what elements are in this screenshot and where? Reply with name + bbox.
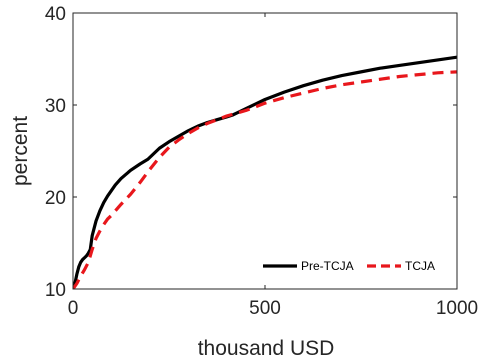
legend-label: Pre-TCJA [301, 259, 354, 273]
x-tick-label: 1000 [436, 298, 478, 319]
plot-area [72, 12, 458, 290]
y-tick-label: 30 [45, 96, 66, 117]
axes-box [72, 12, 458, 290]
legend-label: TCJA [405, 259, 435, 273]
x-axis-label: thousand USD [198, 337, 335, 360]
series-line-tcja [73, 70, 457, 289]
legend: Pre-TCJA TCJA [258, 253, 450, 279]
x-axis: 0 500 1000 [68, 13, 478, 319]
y-tick-label: 10 [45, 280, 66, 301]
x-tick-label: 0 [68, 298, 79, 319]
y-axis-label: percent [9, 116, 32, 186]
y-axis: 10 20 30 40 [45, 4, 457, 301]
x-tick-label: 500 [249, 298, 281, 319]
series-line-pre-tcja [73, 55, 457, 289]
y-tick-label: 40 [45, 4, 66, 25]
y-tick-label: 20 [45, 188, 66, 209]
